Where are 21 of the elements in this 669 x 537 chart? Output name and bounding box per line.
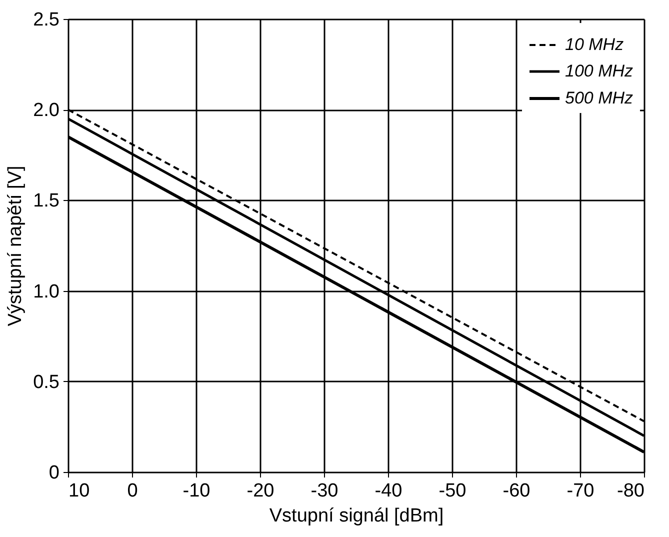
x-tick-label: -60 <box>502 480 530 502</box>
x-tick-label: -50 <box>438 480 466 502</box>
x-tick-label: 0 <box>127 480 138 502</box>
x-tick-label: -10 <box>182 480 210 502</box>
legend-label: 500 MHz <box>565 88 634 108</box>
x-tick-label: -20 <box>246 480 274 502</box>
legend-label: 10 MHz <box>565 35 624 54</box>
y-tick-label: 1.0 <box>33 281 60 302</box>
y-axis-title: Výstupní napětí [V] <box>5 166 26 326</box>
x-axis-title: Vstupní signál [dBm] <box>269 506 444 526</box>
x-tick-label: -80 <box>617 480 644 502</box>
y-tick-label: 2.5 <box>33 10 60 30</box>
y-tick-label: 2.0 <box>33 100 60 122</box>
x-tick-label: 10 <box>68 480 90 502</box>
x-tick-label: -30 <box>310 480 338 502</box>
legend-label: 100 MHz <box>565 62 634 80</box>
x-tick-label: -40 <box>374 480 402 502</box>
y-tick-label: 0 <box>48 462 60 484</box>
x-tick-label: -70 <box>566 480 594 502</box>
y-tick-label: 0.5 <box>33 372 60 393</box>
y-tick-label: 1.5 <box>33 190 60 212</box>
